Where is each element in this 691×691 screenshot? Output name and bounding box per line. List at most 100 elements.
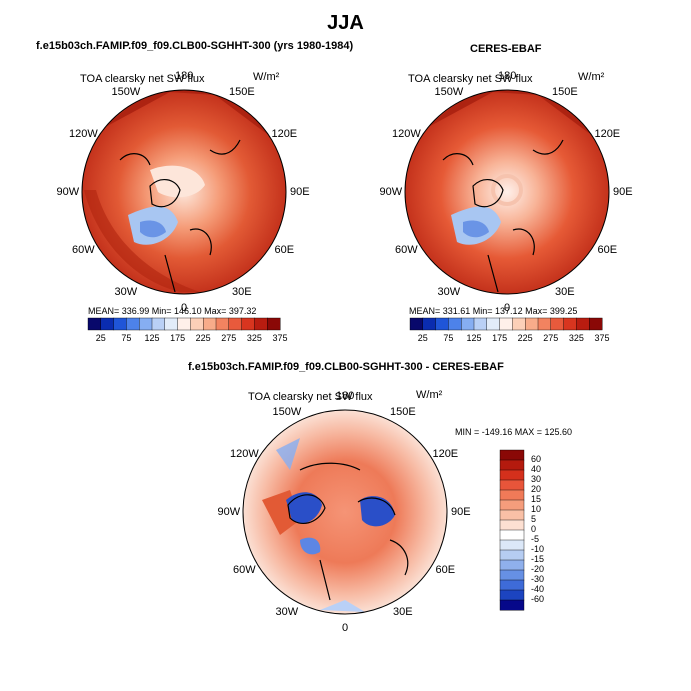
panel2-units: W/m² xyxy=(578,71,605,83)
panel3-colorbar-tick: 15 xyxy=(531,494,542,504)
panel3-colorbar-tick: 5 xyxy=(531,514,537,524)
panel3-colorbar-swatch xyxy=(499,539,525,551)
panel2-lon-label: 30E xyxy=(555,286,575,299)
panel3-colorbar-swatch xyxy=(499,589,525,601)
panel1-colorbar-tick: 25 xyxy=(95,333,106,343)
panel1-colorbar-swatch xyxy=(190,317,204,331)
panel1-map xyxy=(81,89,287,295)
panel1-colorbar-tick: 75 xyxy=(121,333,132,343)
panel3-lon-label: 150E xyxy=(390,405,416,418)
panel2-colorbar-tick: 175 xyxy=(492,333,508,343)
panel3-colorbar-swatch xyxy=(499,469,525,481)
panel3-colorbar-tick: -15 xyxy=(531,554,545,564)
panel3-lon-label: 90W xyxy=(217,506,241,518)
panel3-lon-label: 30W xyxy=(275,606,299,619)
panel3-colorbar-swatch xyxy=(499,519,525,531)
panel3-lon-label: 120W xyxy=(230,448,259,460)
panel2-lon-label: 90E xyxy=(613,186,633,198)
panel2-colorbar-swatch xyxy=(512,317,526,331)
panel2-colorbar-swatch xyxy=(576,317,590,331)
panel1-colorbar-swatch xyxy=(164,317,179,331)
panel3-colorbar-tick: -40 xyxy=(531,584,545,594)
panel1-colorbar-swatch xyxy=(254,317,268,331)
figure-title: JJA xyxy=(327,12,364,34)
panel2-title: CERES-EBAF xyxy=(470,43,542,55)
panel2-lon-label: 120E xyxy=(594,128,621,140)
panel3-colorbar-swatch xyxy=(499,459,525,471)
panel2-colorbar-swatch xyxy=(409,317,424,331)
panel1-colorbar-tick: 225 xyxy=(195,333,211,343)
panel2-colorbar-swatch xyxy=(486,317,501,331)
panel1-colorbar-swatch xyxy=(138,317,153,331)
panel1-colorbar-swatch xyxy=(151,317,166,331)
panel2-colorbar-tick: 125 xyxy=(466,333,482,343)
panel3-colorbar-swatch xyxy=(499,499,525,511)
panel3-units: W/m² xyxy=(416,389,443,401)
panel2-lon-label: 150E xyxy=(552,85,578,98)
panel3-lon-label: 60E xyxy=(435,564,456,576)
panel2-colorbar-tick: 325 xyxy=(568,333,584,343)
panel3-colorbar-tick: -60 xyxy=(531,594,545,604)
panel2-colorbar-swatch xyxy=(448,317,462,331)
panel2-lon-label: 150W xyxy=(434,85,464,98)
panel3-colorbar-swatch xyxy=(499,529,525,541)
panel3-lon-label: 120E xyxy=(432,448,459,460)
panel1-colorbar-swatch xyxy=(241,317,255,331)
panel3-colorbar-swatch xyxy=(499,569,525,581)
panel3-colorbar-tick: -5 xyxy=(531,534,540,544)
panel1-colorbar-swatch xyxy=(100,317,115,331)
panel3-colorbar-tick: 40 xyxy=(531,464,542,474)
panel3-lon-label: 60W xyxy=(233,564,256,576)
panel2-colorbar-swatch xyxy=(563,317,577,331)
panel1-colorbar-swatch xyxy=(113,317,127,331)
panel2-colorbar-swatch xyxy=(537,317,552,331)
panel1-colorbar-swatch xyxy=(126,317,140,331)
panel1-stats: MEAN= 336.99 Min= 146.10 Max= 397.32 xyxy=(88,306,257,316)
panel3-colorbar-tick: 20 xyxy=(531,484,542,494)
panel2-colorbar-swatch xyxy=(461,317,475,331)
panel3-colorbar-swatch xyxy=(499,579,525,591)
panel1-lon-label: 90W xyxy=(56,186,80,198)
panel2-colorbar-swatch xyxy=(589,317,603,331)
panel1-colorbar-tick: 175 xyxy=(170,333,186,343)
panel1-lon-label: 60W xyxy=(72,244,95,256)
panel3-colorbar-tick: -20 xyxy=(531,564,545,574)
panel1-colorbar-tick: 325 xyxy=(246,333,262,343)
panel1-colorbar-swatch xyxy=(177,317,191,331)
panel1-lon-label: 0 xyxy=(181,302,188,314)
panel1-lon-label: 150E xyxy=(229,85,255,98)
panel1-lon-label: 30W xyxy=(114,286,138,299)
panel3-colorbar-tick: 30 xyxy=(531,474,542,484)
panel1-colorbar-swatch xyxy=(87,317,102,331)
panel2-colorbar-tick: 275 xyxy=(543,333,559,343)
panel3-title: f.e15b03ch.FAMIP.f09_f09.CLB00-SGHHT-300… xyxy=(188,361,504,373)
panel2-lon-label: 120W xyxy=(392,128,421,140)
panel1-units: W/m² xyxy=(253,71,280,83)
panel1-lon-label: 120W xyxy=(69,128,98,140)
panel3-lon-label: 30E xyxy=(393,606,413,619)
panel3-colorbar-tick: -30 xyxy=(531,574,545,584)
panel3-colorbar-swatch xyxy=(499,559,525,571)
panel1-colorbar-tick: 375 xyxy=(272,333,288,343)
panel1-lon-label: 60E xyxy=(274,244,295,256)
panel1-lon-label: 180 xyxy=(175,70,194,82)
panel2-colorbar-swatch xyxy=(499,317,513,331)
panel3-colorbar-swatch xyxy=(499,599,525,611)
panel3-colorbar-tick: -10 xyxy=(531,544,545,554)
panel2-colorbar-swatch xyxy=(550,317,565,331)
panel3-colorbar-tick: 10 xyxy=(531,504,542,514)
panel1-colorbar-tick: 275 xyxy=(221,333,237,343)
panel1-colorbar-swatch xyxy=(267,317,281,331)
panel1-variable: TOA clearsky net SW flux xyxy=(80,73,205,85)
panel2-colorbar-tick: 375 xyxy=(594,333,610,343)
panel1-colorbar-swatch xyxy=(215,317,230,331)
panel2-lon-label: 0 xyxy=(504,302,511,314)
panel1-colorbar-swatch xyxy=(228,317,243,331)
panel1-lon-label: 90E xyxy=(290,186,310,198)
panel2-map xyxy=(404,89,610,295)
panel3-lon-label: 0 xyxy=(342,622,349,634)
panel2-colorbar-tick: 225 xyxy=(517,333,533,343)
panel3-colorbar-tick: 0 xyxy=(531,524,537,534)
panel2-colorbar-tick: 75 xyxy=(443,333,454,343)
panel2-lon-label: 180 xyxy=(498,70,517,82)
